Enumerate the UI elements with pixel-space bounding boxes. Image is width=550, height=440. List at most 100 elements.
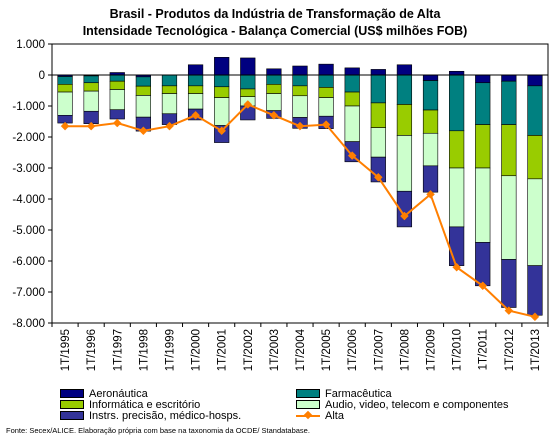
bar-informatica-e-escritorio — [475, 124, 491, 169]
bar-aeronautica — [240, 57, 256, 76]
point-alta — [86, 121, 96, 131]
point-alta — [530, 312, 540, 322]
y-tick-label: -4.000 — [12, 194, 45, 206]
point-alta — [139, 126, 148, 136]
bar-audio-video-telecom-e-componentes — [161, 93, 178, 115]
point-alta — [347, 151, 357, 160]
legend-label-aeronautica: Aeronáutica — [89, 388, 148, 400]
x-tick-label: 1T/2007 — [373, 329, 385, 371]
bar-farmaceutica — [187, 74, 204, 87]
bar-informatica-e-escritorio — [109, 80, 125, 90]
chart-title: Brasil - Produtos da Indústria de Transf… — [0, 6, 550, 40]
bar-instrs-precisao-medico-hosps — [370, 156, 386, 183]
x-tick-label: 1T/1995 — [60, 329, 72, 371]
bar-audio-video-telecom-e-componentes — [449, 167, 465, 228]
point-alta — [165, 121, 174, 131]
y-tick-label: -6.000 — [12, 256, 45, 268]
point-alta — [112, 118, 122, 128]
bar-audio-video-telecom-e-componentes — [109, 89, 125, 111]
legend-marker-alta — [303, 410, 313, 420]
bar-aeronautica — [187, 64, 204, 76]
y-tick-label: -2.000 — [12, 132, 45, 144]
y-tick-label: -5.000 — [12, 225, 45, 237]
bar-farmaceutica — [161, 74, 178, 87]
x-tick-label: 1T/2006 — [347, 329, 359, 371]
point-alta — [373, 172, 383, 182]
bar-aeronautica — [214, 57, 230, 76]
point-alta — [217, 126, 227, 136]
point-alta — [504, 306, 514, 315]
bar-instrs-precisao-medico-hosps — [475, 242, 491, 287]
chart-plot: 1.000 0 -1.000 -2.000 -3.000 -4.000 -5.000 -6.0… — [12, 39, 549, 371]
bar-aeronautica — [318, 63, 334, 76]
bar-aeronautica — [527, 74, 543, 87]
bar-informatica-e-escritorio — [214, 86, 230, 98]
x-tick-label: 1T/2004 — [295, 328, 307, 371]
bar-informatica-e-escritorio — [240, 88, 256, 97]
x-tick-label: 1T/2010 — [452, 329, 464, 371]
x-tick-label: 1T/2011 — [478, 329, 490, 370]
point-alta — [400, 211, 409, 221]
x-tick-label: 1T/2013 — [530, 329, 542, 371]
point-alta — [295, 121, 305, 131]
point-alta — [321, 120, 331, 129]
x-tick-label: 1T/2012 — [504, 329, 516, 371]
y-tick-label: -3.000 — [12, 163, 45, 175]
point-alta — [269, 110, 279, 120]
bar-farmaceutica — [318, 74, 334, 88]
bar-informatica-e-escritorio — [135, 85, 151, 96]
legend-swatch-aeronautica — [60, 389, 84, 398]
legend-label-instrumentos: Instrs. precisão, médico-hosps. — [89, 410, 242, 422]
bar-audio-video-telecom-e-componentes — [187, 93, 204, 110]
x-tick-label: 1T/2002 — [243, 329, 255, 371]
bar-audio-video-telecom-e-componentes — [527, 178, 543, 266]
legend-label-informatica: Informática e escritório — [89, 399, 201, 411]
bar-audio-video-telecom-e-componentes — [370, 127, 386, 158]
bar-informatica-e-escritorio — [292, 85, 308, 97]
point-alta — [426, 189, 435, 199]
y-tick-label: -7.000 — [12, 287, 45, 299]
x-tick-label: 1T/2001 — [217, 329, 229, 371]
bar-aeronautica — [501, 74, 517, 82]
bar-audio-video-telecom-e-componentes — [266, 93, 282, 111]
bar-instrs-precisao-medico-hosps — [422, 165, 439, 193]
bar-informatica-e-escritorio — [422, 109, 439, 134]
bar-farmaceutica — [135, 76, 151, 87]
bar-audio-video-telecom-e-componentes — [135, 95, 151, 118]
bar-informatica-e-escritorio — [266, 84, 282, 94]
point-alta — [243, 100, 253, 109]
bar-aeronautica — [396, 64, 413, 76]
bar-instrs-precisao-medico-hosps — [449, 226, 465, 266]
x-tick-label: 1T/1997 — [112, 329, 124, 371]
legend-swatch-informatica — [60, 400, 84, 409]
bar-farmaceutica — [83, 75, 99, 84]
bar-informatica-e-escritorio — [370, 102, 386, 129]
bar-audio-video-telecom-e-componentes — [214, 97, 230, 126]
x-tick-label: 1T/1999 — [164, 329, 176, 371]
bar-audio-video-telecom-e-componentes — [501, 175, 517, 260]
x-tick-label: 1T/2000 — [191, 329, 203, 371]
bar-informatica-e-escritorio — [187, 85, 204, 94]
y-tick-label: 0 — [39, 70, 45, 82]
y-tick-label: 1.000 — [16, 39, 45, 51]
point-alta — [452, 262, 461, 272]
legend-label-audio-video: Audio, video, telecom e componentes — [325, 399, 509, 411]
legend: Aeronáutica Farmacêutica Informática e e… — [0, 386, 550, 426]
source-note: Fonte: Secex/ALICE. Elaboração própria c… — [6, 426, 310, 435]
bar-informatica-e-escritorio — [161, 85, 178, 94]
bar-farmaceutica — [57, 76, 73, 85]
bar-instrs-precisao-medico-hosps — [501, 259, 517, 308]
bar-farmaceutica — [475, 82, 491, 125]
legend-swatch-farmaceutica — [296, 389, 320, 398]
bar-aeronautica — [292, 65, 308, 76]
legend-label-farmaceutica: Farmacêutica — [325, 388, 392, 400]
bar-informatica-e-escritorio — [83, 82, 99, 92]
bar-farmaceutica — [344, 74, 360, 93]
bar-informatica-e-escritorio — [396, 104, 413, 136]
point-alta — [191, 110, 200, 120]
bar-aeronautica — [422, 74, 439, 81]
bar-audio-video-telecom-e-componentes — [292, 95, 308, 118]
bar-informatica-e-escritorio — [57, 84, 73, 93]
bar-farmaceutica — [214, 74, 230, 88]
bar-aeronautica — [344, 67, 360, 76]
